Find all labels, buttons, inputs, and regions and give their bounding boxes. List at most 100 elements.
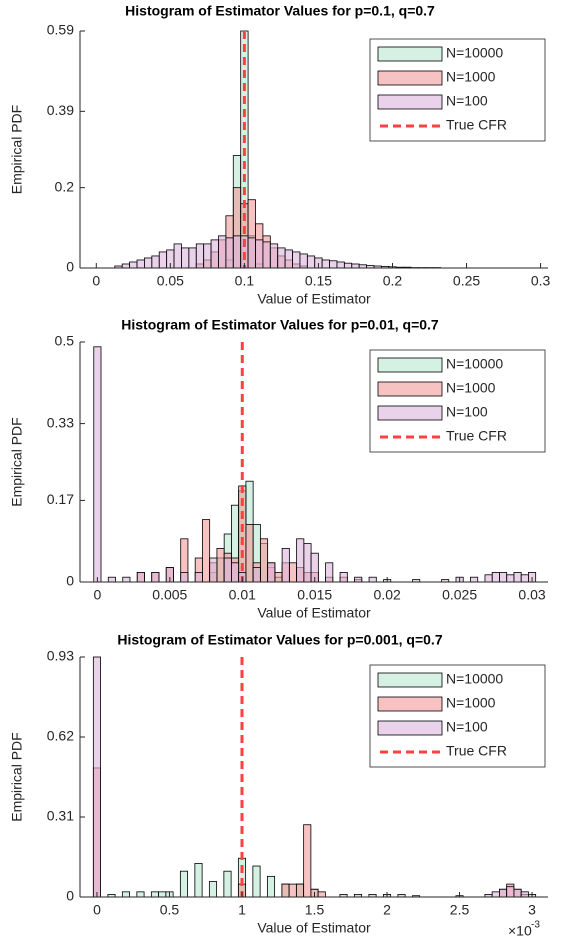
x-tick-label: 0.015 [297, 587, 332, 603]
legend-label: N=1000 [446, 69, 496, 85]
x-tick-label: 0.3 [531, 273, 551, 289]
legend-swatch [377, 696, 443, 712]
hist-bar [368, 576, 377, 583]
hist-bar [245, 524, 254, 583]
legend-label: True CFR [446, 428, 507, 444]
hist-bar [299, 253, 308, 269]
y-tick-label: 0.33 [47, 414, 74, 430]
hist-bar [325, 562, 334, 583]
hist-bar [121, 891, 130, 898]
x-tick-label: 0.5 [160, 902, 180, 918]
x-tick-label: 0.025 [442, 587, 477, 603]
hist-bar [252, 567, 261, 583]
legend-label: N=10000 [446, 671, 503, 687]
hist-bar [136, 572, 145, 583]
legend-swatch [377, 405, 443, 421]
hist-bar [180, 572, 189, 583]
hist-bar [144, 257, 153, 269]
hist-bar [484, 574, 493, 583]
hist-bar [343, 262, 353, 269]
hist-bar [223, 557, 232, 583]
y-tick-label: 0.59 [47, 22, 74, 38]
hist-bar [188, 247, 197, 269]
y-tick-label: 0.93 [47, 648, 74, 664]
hist-bar [262, 241, 271, 269]
y-tick-label: 0.39 [47, 102, 74, 118]
legend-swatch [377, 46, 443, 62]
hist-bar [203, 243, 212, 269]
x-tick-label: 3 [528, 902, 536, 918]
hist-bar [317, 891, 326, 898]
hist-bar [216, 548, 225, 583]
hist-bar [173, 243, 182, 269]
hist-bar [281, 883, 290, 898]
x-tick-label: 1.5 [305, 902, 325, 918]
x-tick-label: 0.01 [229, 587, 256, 603]
hist-bar [274, 572, 283, 583]
hist-bar [520, 891, 529, 898]
hist-bar [158, 891, 167, 898]
hist-bar [329, 260, 338, 269]
hist-bar [247, 237, 256, 269]
chart-title: Histogram of Estimator Values for p=0.01… [121, 317, 439, 333]
legend-label: N=1000 [446, 695, 496, 711]
y-tick-label: 0.31 [47, 808, 74, 824]
x-tick-label: 0 [93, 587, 101, 603]
hist-bar [194, 863, 203, 898]
x-tick-label: 0.05 [157, 273, 184, 289]
x-tick-label: 2 [383, 902, 391, 918]
y-tick-label: 0.5 [55, 333, 75, 349]
hist-bar [136, 259, 145, 269]
legend-label: N=10000 [446, 45, 503, 61]
hist-bar [231, 562, 240, 583]
hist-bar [296, 538, 305, 583]
hist-bar [513, 572, 522, 583]
legend-label: N=100 [446, 93, 488, 109]
hist-bar [136, 891, 145, 898]
hist-bar [252, 865, 261, 898]
x-tick-label: 2.5 [450, 902, 470, 918]
hist-bar [303, 824, 312, 898]
hist-bar [208, 881, 218, 898]
hist-bar [150, 891, 160, 898]
hist-bar [336, 261, 345, 269]
y-axis-label: Empirical PDF [9, 732, 25, 821]
hist-bar [470, 576, 479, 583]
legend-label: True CFR [446, 743, 507, 759]
hist-bar [255, 239, 264, 269]
y-tick-label: 0.2 [55, 178, 75, 194]
legend-label: N=1000 [446, 380, 496, 396]
x-axis-label: Value of Estimator [257, 291, 371, 307]
hist-bar [288, 883, 297, 898]
hist-bar [295, 883, 305, 898]
hist-bar [506, 886, 515, 898]
hist-bar [129, 261, 138, 269]
legend-label: N=10000 [446, 356, 503, 372]
hist-bar [93, 346, 102, 583]
hist-bar [225, 237, 234, 269]
hist-bar [269, 243, 279, 269]
hist-bar [218, 235, 227, 269]
x-tick-label: 1 [238, 902, 246, 918]
hist-bar [339, 572, 348, 583]
chart-title: Histogram of Estimator Values for p=0.1,… [125, 3, 435, 19]
hist-bar [181, 247, 190, 269]
x-tick-label: 0.03 [518, 587, 545, 603]
y-axis-label: Empirical PDF [9, 417, 25, 506]
hist-bar [351, 263, 360, 269]
x-tick-label: 0.005 [152, 587, 187, 603]
hist-bar [499, 888, 508, 898]
legend-swatch [377, 70, 443, 86]
hist-bar [354, 576, 363, 583]
hist-bar [303, 543, 312, 583]
hist-bar [259, 538, 269, 583]
hist-bar [284, 249, 293, 269]
hist-bar [209, 557, 218, 583]
hist-bar [210, 239, 219, 269]
hist-bar [491, 891, 500, 898]
y-tick-label: 0 [66, 888, 74, 904]
hist-bar [179, 870, 189, 898]
legend-swatch [377, 357, 443, 373]
hist-bar [223, 870, 232, 898]
